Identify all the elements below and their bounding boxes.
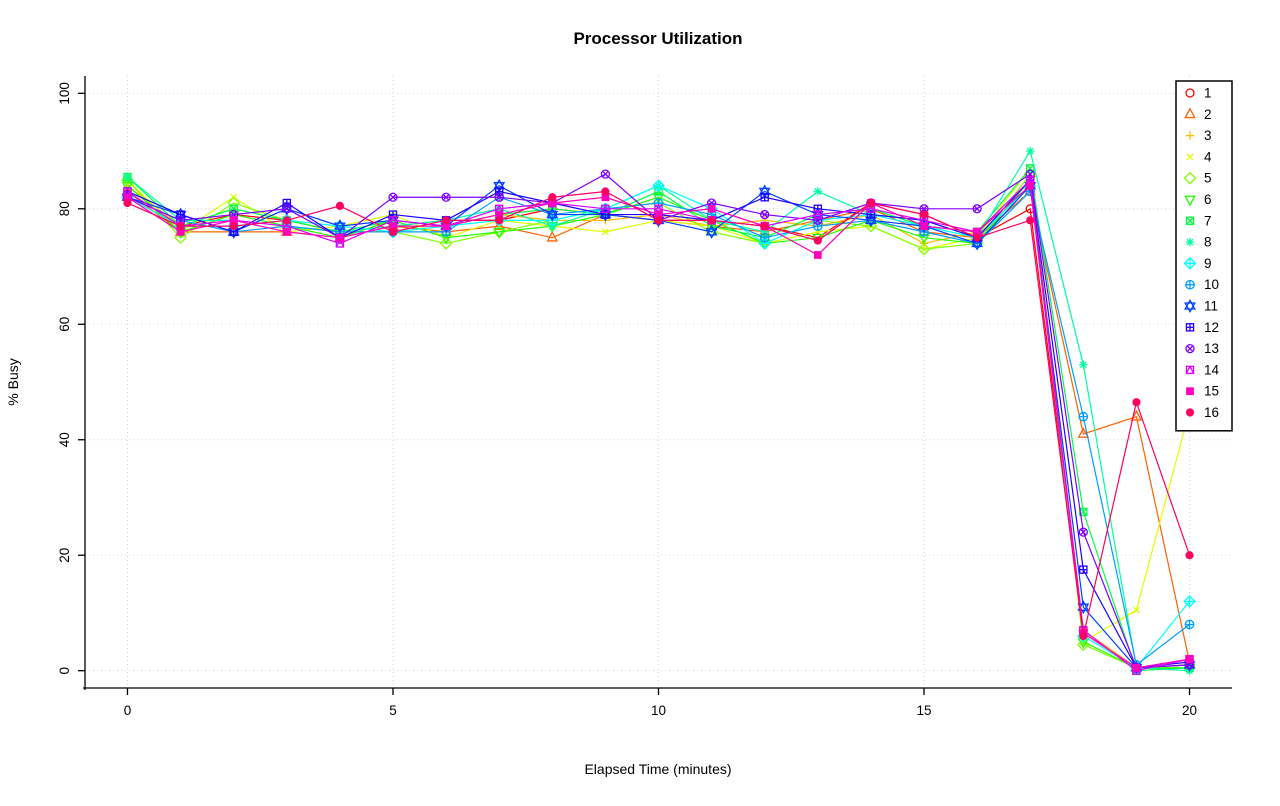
y-axis-label: % Busy xyxy=(5,358,21,405)
legend-item-label: 1 xyxy=(1204,86,1212,101)
legend-item-2: 2 xyxy=(1184,107,1212,122)
series-11 xyxy=(121,178,1196,675)
legend-box xyxy=(1175,80,1233,432)
legend-item-14: 14 xyxy=(1185,362,1220,377)
legend-item-label: 6 xyxy=(1204,192,1212,207)
y-tick-label: 100 xyxy=(57,82,72,105)
series-15 xyxy=(123,181,1194,672)
series-3 xyxy=(123,181,1194,672)
x-axis-label: Elapsed Time (minutes) xyxy=(584,761,731,777)
legend-item-label: 2 xyxy=(1204,107,1212,122)
legend-item-label: 4 xyxy=(1204,149,1212,164)
legend-item-label: 16 xyxy=(1204,405,1219,420)
y-tick-label: 40 xyxy=(57,432,72,447)
x-tick-label: 5 xyxy=(389,703,397,718)
series-12 xyxy=(123,175,1194,673)
legend-item-label: 3 xyxy=(1204,128,1212,143)
legend-item-3: 3 xyxy=(1185,128,1212,143)
legend-item-9: 9 xyxy=(1183,256,1212,271)
legend-item-label: 7 xyxy=(1204,213,1212,228)
legend-item-10: 10 xyxy=(1185,277,1219,292)
legend-item-1: 1 xyxy=(1185,86,1212,101)
legend-item-label: 5 xyxy=(1204,171,1212,186)
legend-item-6: 6 xyxy=(1184,192,1212,207)
legend-item-label: 13 xyxy=(1204,341,1219,356)
legend-item-label: 8 xyxy=(1204,235,1212,250)
y-tick-label: 60 xyxy=(57,317,72,332)
series-16 xyxy=(123,187,1194,641)
chart-title: Processor Utilization xyxy=(573,29,742,48)
legend-item-16: 16 xyxy=(1185,405,1219,420)
legend-item-label: 14 xyxy=(1204,362,1220,377)
y-axis: 0 20 40 60 80 100 xyxy=(57,76,86,690)
x-tick-label: 10 xyxy=(651,703,666,718)
legend-item-15: 15 xyxy=(1186,384,1219,399)
x-tick-label: 20 xyxy=(1182,703,1197,718)
x-tick-label: 0 xyxy=(124,703,132,718)
legend-item-11: 11 xyxy=(1184,299,1218,314)
legend-item-4: 4 xyxy=(1186,149,1212,164)
legend-item-13: 13 xyxy=(1185,341,1219,356)
y-tick-label: 80 xyxy=(57,201,72,216)
y-tick-label: 0 xyxy=(57,667,72,675)
legend-item-label: 12 xyxy=(1204,320,1219,335)
series-14 xyxy=(123,175,1194,675)
gridlines xyxy=(85,76,1232,688)
legend-item-12: 12 xyxy=(1185,320,1219,335)
y-tick-label: 20 xyxy=(57,548,72,563)
legend-item-label: 9 xyxy=(1204,256,1212,271)
data-series xyxy=(121,146,1196,675)
legend-item-7: 7 xyxy=(1185,213,1212,228)
legend-item-5: 5 xyxy=(1183,171,1212,186)
x-axis: 0 5 10 15 20 xyxy=(83,687,1232,718)
legend-item-label: 11 xyxy=(1204,299,1218,314)
x-tick-label: 15 xyxy=(916,703,931,718)
legend-item-label: 10 xyxy=(1204,277,1219,292)
series-2 xyxy=(121,184,1196,666)
legend-item-8: 8 xyxy=(1185,235,1212,250)
legend-item-label: 15 xyxy=(1204,384,1219,399)
